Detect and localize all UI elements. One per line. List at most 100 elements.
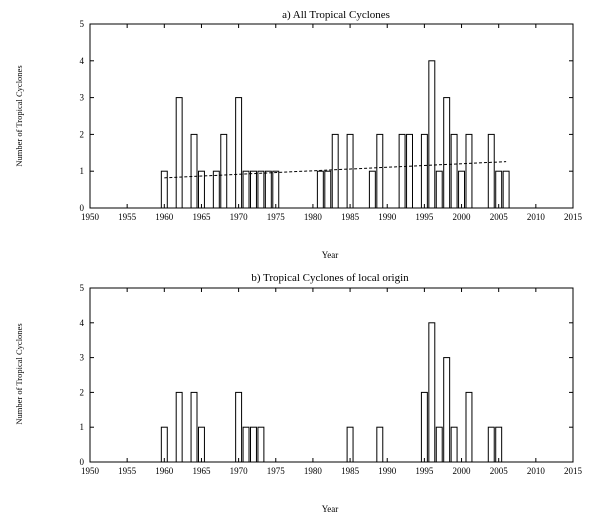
bar bbox=[331, 133, 339, 209]
bar-series bbox=[160, 322, 503, 463]
bar bbox=[235, 97, 243, 209]
y-tick-label: 2 bbox=[80, 129, 85, 139]
x-tick-label: 1985 bbox=[341, 466, 360, 476]
bar bbox=[487, 133, 495, 209]
y-tick-label: 5 bbox=[80, 283, 85, 293]
bar bbox=[368, 170, 376, 209]
y-tick-label: 0 bbox=[80, 457, 85, 467]
bar bbox=[160, 426, 168, 463]
bar bbox=[197, 426, 205, 463]
bar bbox=[257, 426, 265, 463]
x-tick-label: 2000 bbox=[453, 466, 472, 476]
x-tick-label: 2010 bbox=[527, 466, 546, 476]
chart-title: b) Tropical Cyclones of local origin bbox=[251, 272, 409, 284]
x-tick-label: 1955 bbox=[118, 466, 137, 476]
x-tick-label: 1995 bbox=[415, 466, 434, 476]
bar bbox=[264, 170, 272, 209]
bar bbox=[242, 170, 250, 209]
bar bbox=[406, 133, 413, 209]
bar-series bbox=[160, 60, 510, 209]
bar bbox=[435, 426, 443, 463]
bar bbox=[450, 133, 458, 209]
x-tick-label: 2005 bbox=[490, 212, 509, 222]
x-tick-label: 1950 bbox=[81, 466, 100, 476]
bar bbox=[346, 426, 354, 463]
x-tick-label: 1975 bbox=[267, 212, 286, 222]
x-tick-label: 1960 bbox=[155, 212, 174, 222]
x-tick-label: 2005 bbox=[490, 466, 509, 476]
bar bbox=[175, 391, 183, 463]
x-axis-label: Year bbox=[322, 250, 339, 260]
bar bbox=[324, 170, 332, 209]
y-tick-label: 2 bbox=[80, 387, 85, 397]
x-tick-label: 1965 bbox=[192, 212, 211, 222]
x-tick-label: 1965 bbox=[192, 466, 211, 476]
bar bbox=[250, 170, 257, 209]
x-tick-label: 1955 bbox=[118, 212, 137, 222]
y-tick-label: 5 bbox=[80, 19, 85, 29]
x-tick-label: 1980 bbox=[304, 466, 323, 476]
x-tick-label: 1980 bbox=[304, 212, 323, 222]
bar bbox=[190, 133, 198, 209]
bar bbox=[316, 170, 324, 209]
x-tick-label: 2010 bbox=[527, 212, 546, 222]
bar bbox=[465, 391, 473, 463]
chart-title: a) All Tropical Cyclones bbox=[282, 9, 390, 21]
x-tick-label: 1970 bbox=[230, 466, 249, 476]
bar bbox=[443, 357, 451, 463]
bar bbox=[235, 391, 243, 463]
y-axis-label: Number of Tropical Cyclones bbox=[14, 323, 24, 424]
bar bbox=[175, 97, 183, 209]
x-tick-label: 2000 bbox=[453, 212, 472, 222]
y-tick-label: 4 bbox=[80, 56, 85, 66]
y-tick-label: 3 bbox=[80, 353, 85, 363]
bar bbox=[376, 133, 384, 209]
bar bbox=[495, 170, 503, 209]
y-tick-label: 4 bbox=[80, 318, 85, 328]
bar bbox=[242, 426, 250, 463]
bar bbox=[420, 133, 428, 209]
bar bbox=[458, 170, 466, 209]
bar bbox=[212, 170, 220, 209]
plot-frame bbox=[89, 287, 574, 463]
plot-frame bbox=[89, 23, 574, 209]
x-tick-label: 1970 bbox=[230, 212, 249, 222]
bar bbox=[376, 426, 384, 463]
x-tick-label: 1995 bbox=[415, 212, 434, 222]
bar bbox=[160, 170, 168, 209]
bar bbox=[443, 97, 451, 209]
bar bbox=[220, 133, 228, 209]
x-tick-label: 1975 bbox=[267, 466, 286, 476]
bar bbox=[420, 391, 428, 463]
x-tick-label: 1990 bbox=[378, 212, 397, 222]
bar bbox=[398, 133, 406, 209]
bar bbox=[450, 426, 458, 463]
bar bbox=[257, 170, 265, 209]
x-tick-label: 1985 bbox=[341, 212, 360, 222]
bar bbox=[190, 391, 198, 463]
bar bbox=[465, 133, 473, 209]
bar bbox=[197, 170, 205, 209]
x-axis-label: Year bbox=[322, 504, 339, 514]
panel-local-origin-cyclones: b) Tropical Cyclones of local origin Num… bbox=[14, 272, 583, 514]
x-tick-label: 1960 bbox=[155, 466, 174, 476]
y-tick-label: 1 bbox=[80, 422, 85, 432]
x-tick-label: 2015 bbox=[564, 212, 583, 222]
y-tick-label: 3 bbox=[80, 93, 85, 103]
x-tick-label: 1990 bbox=[378, 466, 397, 476]
bar bbox=[428, 322, 436, 463]
bar bbox=[272, 170, 280, 209]
bar bbox=[435, 170, 443, 209]
bar bbox=[428, 60, 436, 209]
bar bbox=[502, 170, 510, 209]
bar bbox=[495, 426, 503, 463]
bar bbox=[346, 133, 354, 209]
y-tick-label: 1 bbox=[80, 166, 85, 176]
trend-line bbox=[164, 161, 507, 179]
bar bbox=[487, 426, 495, 463]
bar bbox=[250, 426, 257, 463]
x-tick-label: 2015 bbox=[564, 466, 583, 476]
y-tick-label: 0 bbox=[80, 203, 85, 213]
x-tick-label: 1950 bbox=[81, 212, 100, 222]
